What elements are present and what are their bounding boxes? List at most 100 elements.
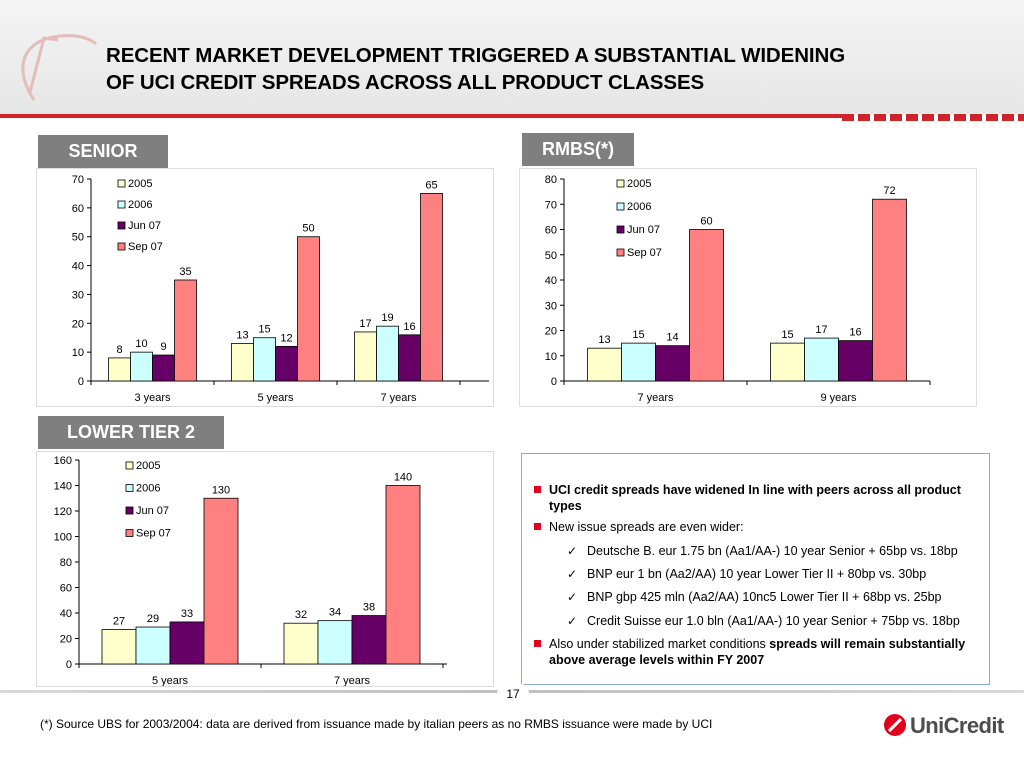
data-label: 9 bbox=[160, 341, 166, 353]
bar bbox=[169, 621, 205, 665]
bar bbox=[275, 345, 298, 382]
red-square-bullet-icon bbox=[534, 523, 541, 530]
bar bbox=[354, 331, 377, 382]
rmbs-chart-svg: 0 10 20 30 40 50 60 70 80 7 years 13 15 14 60 9 years 1… bbox=[545, 174, 931, 404]
x-tick-label: 3 years bbox=[134, 392, 171, 404]
data-label: 130 bbox=[212, 484, 230, 496]
y-tick-label: 100 bbox=[54, 532, 72, 544]
lower-tier-2-chart: 0 20 40 60 80 100 120 140 160 5 years 27 29 33 130 7 y… bbox=[36, 451, 494, 687]
data-label: 14 bbox=[666, 332, 678, 344]
data-label: 13 bbox=[598, 334, 610, 346]
y-tick-label: 50 bbox=[545, 250, 557, 262]
y-tick-label: 50 bbox=[72, 232, 84, 244]
bullet-new-issue: New issue spreads are even wider: bbox=[534, 519, 974, 535]
check-item-deutsche: ✓ Deutsche B. eur 1.75 bn (Aa1/AA-) 10 y… bbox=[567, 543, 987, 559]
legend-swatch bbox=[616, 202, 625, 211]
brand-wordmark: UniCredit bbox=[910, 713, 1004, 738]
data-label: 72 bbox=[883, 185, 895, 197]
bar bbox=[101, 629, 137, 665]
page-title: RECENT MARKET DEVELOPMENT TRIGGERED A SU… bbox=[106, 42, 1006, 96]
bullet-text: New issue spreads are even wider: bbox=[549, 520, 744, 534]
y-tick-label: 40 bbox=[545, 275, 557, 287]
bar bbox=[231, 343, 254, 382]
bar bbox=[351, 615, 387, 665]
data-label: 33 bbox=[181, 608, 193, 620]
y-tick-label: 70 bbox=[72, 174, 84, 186]
legend-label: 2006 bbox=[136, 483, 160, 495]
y-tick-label: 0 bbox=[66, 659, 72, 671]
data-label: 29 bbox=[147, 613, 159, 625]
data-label: 140 bbox=[394, 472, 412, 484]
data-label: 17 bbox=[359, 318, 371, 330]
y-tick-label: 80 bbox=[545, 174, 557, 186]
y-tick-label: 140 bbox=[54, 481, 72, 493]
data-label: 34 bbox=[329, 607, 341, 619]
legend-label: Jun 07 bbox=[627, 224, 660, 236]
data-label: 15 bbox=[258, 324, 270, 336]
bar bbox=[203, 497, 239, 665]
checkmark-icon: ✓ bbox=[567, 567, 578, 581]
x-tick-label: 5 years bbox=[257, 392, 294, 404]
x-tick-label: 9 years bbox=[820, 392, 857, 404]
legend-label: 2005 bbox=[128, 178, 152, 190]
bar bbox=[587, 347, 622, 382]
bar bbox=[621, 342, 656, 382]
check-item-bnp-eur: ✓ BNP eur 1 bn (Aa2/AA) 10 year Lower Ti… bbox=[567, 566, 987, 582]
data-label: 50 bbox=[302, 223, 314, 235]
y-tick-label: 120 bbox=[54, 506, 72, 518]
page-number: 17 bbox=[497, 683, 529, 705]
checkmark-icon: ✓ bbox=[567, 614, 578, 628]
y-tick-label: 10 bbox=[545, 351, 557, 363]
bar bbox=[420, 193, 443, 382]
bar bbox=[689, 229, 724, 382]
slide-header: RECENT MARKET DEVELOPMENT TRIGGERED A SU… bbox=[0, 0, 1024, 114]
title-line-2: OF UCI CREDIT SPREADS ACROSS ALL PRODUCT… bbox=[106, 71, 705, 94]
legend-swatch bbox=[125, 529, 134, 537]
legend-swatch bbox=[616, 179, 625, 188]
y-tick-label: 60 bbox=[545, 225, 557, 237]
legend-swatch bbox=[117, 179, 126, 188]
y-tick-label: 160 bbox=[54, 455, 72, 467]
bar bbox=[655, 345, 690, 382]
bar bbox=[283, 622, 319, 665]
y-tick-label: 10 bbox=[72, 347, 84, 359]
bar bbox=[297, 236, 320, 382]
legend-label: Sep 07 bbox=[627, 247, 662, 259]
unicredit-logo-icon bbox=[884, 714, 906, 736]
legend-label: 2005 bbox=[627, 178, 651, 190]
y-tick-label: 0 bbox=[551, 376, 557, 388]
bar bbox=[152, 354, 175, 382]
legend-swatch bbox=[125, 506, 134, 515]
bar bbox=[385, 485, 421, 665]
checkmark-icon: ✓ bbox=[567, 590, 578, 604]
legend-swatch bbox=[616, 225, 625, 234]
check-text: BNP eur 1 bn (Aa2/AA) 10 year Lower Tier… bbox=[587, 567, 927, 581]
data-label: 16 bbox=[403, 321, 415, 333]
y-tick-label: 30 bbox=[72, 289, 84, 301]
bar bbox=[838, 340, 873, 382]
y-tick-label: 60 bbox=[72, 203, 84, 215]
x-tick-label: 7 years bbox=[334, 675, 371, 686]
data-label: 10 bbox=[135, 338, 147, 350]
data-label: 19 bbox=[381, 312, 393, 324]
bar bbox=[135, 626, 171, 665]
check-text: BNP gbp 425 mln (Aa2/AA) 10nc5 Lower Tie… bbox=[587, 590, 942, 604]
data-label: 35 bbox=[179, 266, 191, 278]
footnote: (*) Source UBS for 2003/2004: data are d… bbox=[40, 717, 713, 731]
rmbs-panel-label: RMBS(*) bbox=[522, 133, 634, 166]
check-item-credit-suisse: ✓ Credit Suisse eur 1.0 bln (Aa1/AA-) 10… bbox=[567, 613, 987, 629]
bar bbox=[130, 351, 153, 382]
check-text: Credit Suisse eur 1.0 bln (Aa1/AA-) 10 y… bbox=[587, 614, 960, 628]
data-label: 12 bbox=[280, 332, 292, 344]
header-dash-pattern bbox=[842, 114, 1024, 121]
bullet-text: Also under stabilized market conditions bbox=[549, 637, 770, 651]
legend-swatch bbox=[125, 484, 134, 492]
bar bbox=[872, 198, 907, 382]
bullet-stabilized-conditions: Also under stabilized market conditions … bbox=[534, 636, 974, 668]
check-item-bnp-gbp: ✓ BNP gbp 425 mln (Aa2/AA) 10nc5 Lower T… bbox=[567, 589, 987, 605]
bar bbox=[770, 342, 805, 382]
y-tick-label: 20 bbox=[60, 634, 72, 646]
bar bbox=[253, 337, 276, 382]
data-label: 27 bbox=[113, 616, 125, 628]
x-tick-label: 5 years bbox=[152, 675, 189, 686]
